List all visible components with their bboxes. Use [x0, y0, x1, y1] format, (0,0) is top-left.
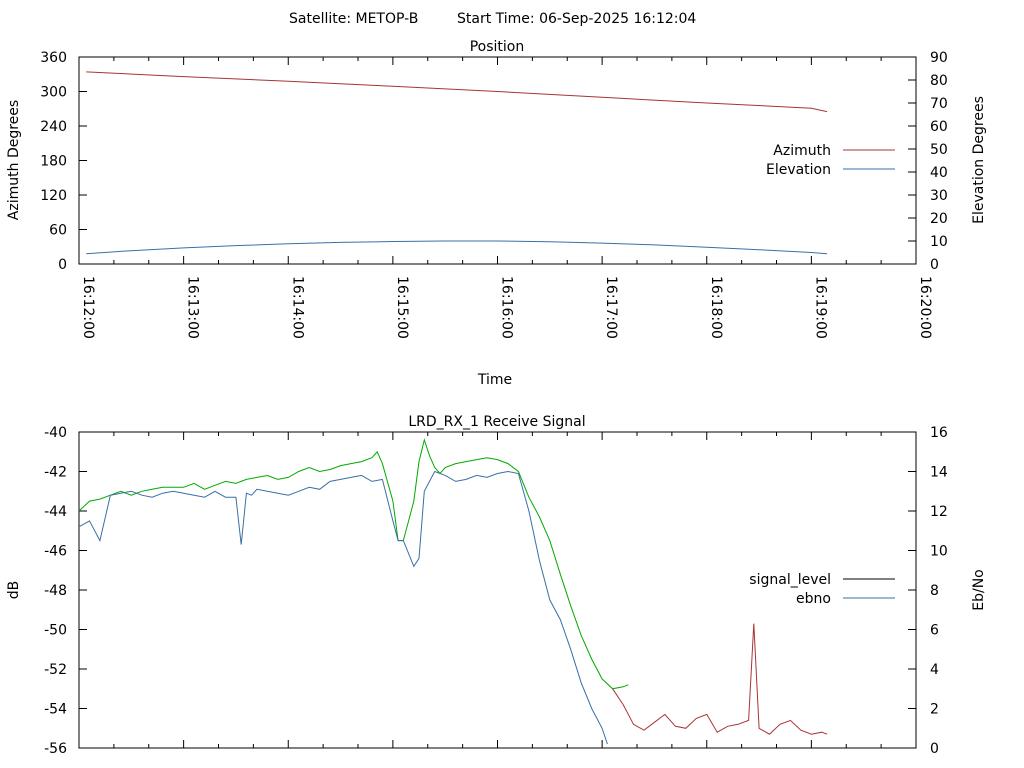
position-y2-tick-label: 90	[930, 50, 948, 66]
position-x-tick-label: 16:14:00	[289, 276, 305, 339]
position-chart: Position Azimuth Degrees Elevation Degre…	[6, 39, 987, 388]
receive-signal-y-tick-label: -56	[44, 741, 67, 757]
receive-signal-plot-frame	[78, 431, 917, 749]
receive-signal-y2-tick-label: 12	[930, 504, 948, 520]
receive-signal-y2-tick-label: 4	[930, 662, 939, 678]
position-y2-tick-label: 30	[930, 188, 948, 204]
receive-signal-y2-tick-label: 10	[930, 544, 948, 560]
receive-signal-y2-tick-label: 8	[930, 583, 939, 599]
receive-signal-y-axis-label: dB	[6, 581, 22, 600]
receive-signal-y2-axis-label: Eb/No	[971, 569, 987, 611]
position-y2-tick-label: 40	[930, 165, 948, 181]
receive-signal-y2-tick-label: 14	[930, 465, 948, 481]
receive-signal-chart: LRD_RX_1 Receive Signal dB Eb/No -56 -54 -…	[6, 414, 987, 757]
start-time-label: Start Time: 06-Sep-2025 16:12:04	[457, 11, 696, 27]
position-x-axis-label: Time	[477, 372, 512, 388]
receive-signal-y2-tick-label: 6	[930, 623, 939, 639]
position-y-tick-label: 360	[40, 50, 67, 66]
receive-signal-y-tick-label: -44	[44, 504, 67, 520]
receive-signal-y2-tick-label: 0	[930, 741, 939, 757]
satellite-label: Satellite: METOP-B	[289, 11, 418, 27]
position-x-tick-label: 16:20:00	[917, 276, 933, 339]
position-y2-axis-label: Elevation Degrees	[971, 96, 987, 224]
position-x-tick-label: 16:15:00	[394, 276, 410, 339]
position-y-tick-label: 240	[40, 119, 67, 135]
position-series-line-elevation	[86, 240, 828, 255]
position-legend: Azimuth Elevation	[766, 143, 895, 178]
position-y-tick-label: 300	[40, 85, 67, 101]
position-x-tick-label: 16:13:00	[185, 276, 201, 339]
receive-signal-y-tick-label: -48	[44, 583, 67, 599]
position-x-tick-label: 16:19:00	[812, 276, 828, 339]
receive-signal-y-tick-label: -52	[44, 662, 67, 678]
position-legend-label: Azimuth	[773, 143, 831, 159]
position-legend-label: Elevation	[766, 162, 831, 178]
receive-signal-y-tick-label: -54	[44, 702, 67, 718]
receive-signal-y-tick-label: -42	[44, 465, 67, 481]
receive-signal-chart-title: LRD_RX_1 Receive Signal	[408, 414, 585, 430]
receive-signal-y-tick-label: -50	[44, 623, 67, 639]
receive-signal-series-line-noise	[612, 623, 828, 735]
position-y2-tick-label: 50	[930, 142, 948, 158]
position-chart-title: Position	[470, 39, 525, 55]
position-y2-tick-label: 70	[930, 96, 948, 112]
position-y-tick-label: 60	[49, 223, 67, 239]
receive-signal-y2-tick-label: 16	[930, 425, 948, 441]
position-y-axis-label: Azimuth Degrees	[6, 100, 22, 220]
position-series-line-azimuth	[86, 71, 828, 113]
position-x-tick-label: 16:18:00	[708, 276, 724, 339]
position-y2-tick-label: 80	[930, 73, 948, 89]
position-y2-tick-label: 20	[930, 211, 948, 227]
position-plot-frame	[78, 56, 917, 265]
receive-signal-y-tick-label: -40	[44, 425, 67, 441]
position-y2-tick-label: 0	[930, 257, 939, 273]
receive-signal-legend-label: signal_level	[749, 572, 831, 588]
receive-signal-series-line-signal-level	[78, 438, 629, 690]
position-y2-tick-label: 10	[930, 234, 948, 250]
receive-signal-y2-tick-label: 2	[930, 702, 939, 718]
receive-signal-y-tick-label: -46	[44, 544, 67, 560]
position-y-tick-label: 0	[58, 257, 67, 273]
position-y-tick-label: 120	[40, 188, 67, 204]
receive-signal-legend-label: ebno	[796, 591, 831, 607]
position-y-tick-label: 180	[40, 154, 67, 170]
position-x-tick-label: 16:17:00	[603, 276, 619, 339]
receive-signal-series-line-ebno	[78, 470, 608, 745]
position-x-tick-label: 16:12:00	[80, 276, 96, 339]
position-y2-tick-label: 60	[930, 119, 948, 135]
position-x-tick-label: 16:16:00	[499, 276, 515, 339]
